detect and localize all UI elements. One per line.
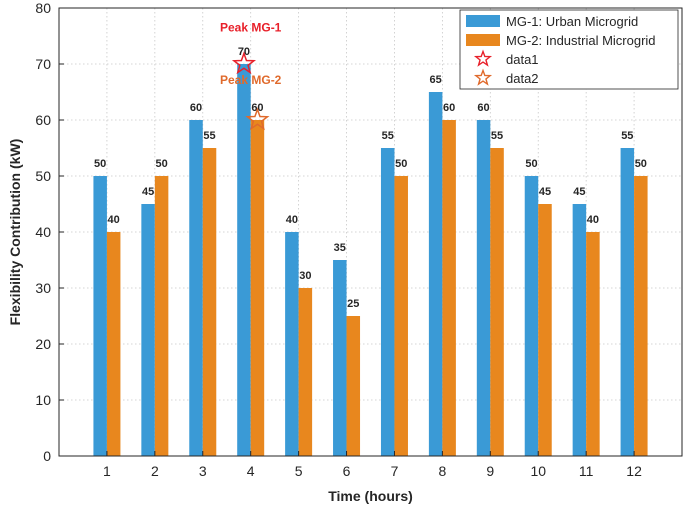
bar-series-2 — [346, 316, 361, 456]
x-tick-label: 2 — [151, 463, 159, 479]
bar-series-2 — [538, 204, 552, 456]
marker-layer — [231, 51, 270, 131]
y-tick-label: 10 — [35, 392, 51, 408]
bar-series-1 — [476, 120, 491, 456]
star-marker-data2 — [245, 107, 270, 131]
data-label-series-1: 55 — [382, 130, 394, 142]
data-label-series-1: 50 — [525, 158, 537, 170]
x-tick-label: 5 — [295, 463, 303, 479]
data-label-series-1: 60 — [190, 102, 202, 114]
x-tick-label: 4 — [247, 463, 255, 479]
data-label-series-2: 40 — [587, 214, 599, 226]
star-marker-data1 — [231, 51, 257, 75]
data-label-series-2: 50 — [395, 158, 407, 170]
bar-series-2 — [298, 288, 313, 456]
bar-series-1 — [189, 120, 203, 456]
legend-label-data1: data1 — [506, 52, 539, 67]
bar-layer — [93, 64, 648, 456]
data-label-series-1: 55 — [621, 130, 633, 142]
x-tick-label: 3 — [199, 463, 207, 479]
data-label-series-2: 55 — [203, 130, 215, 142]
data-label-series-1: 35 — [334, 242, 346, 254]
bar-series-1 — [380, 148, 395, 456]
y-tick-label: 0 — [43, 448, 51, 464]
peak-annotation: Peak MG-2 — [220, 73, 282, 87]
x-tick-label: 6 — [343, 463, 351, 479]
y-axis-label: Flexibility Contribution (kW) — [7, 139, 23, 326]
data-label-series-2: 50 — [635, 158, 647, 170]
data-label-series-1: 50 — [94, 158, 106, 170]
bar-series-1 — [428, 92, 443, 456]
bar-series-2 — [634, 176, 648, 456]
annotation-layer: Peak MG-1 Peak MG-2 — [220, 21, 282, 88]
bar-series-1 — [237, 64, 251, 456]
y-tick-label: 60 — [35, 112, 51, 128]
data-label-series-2: 30 — [299, 270, 311, 282]
data-label-layer: 5045607040355565605045554050556030255060… — [94, 46, 647, 310]
bar-series-2 — [490, 148, 504, 456]
bar-series-2 — [442, 120, 456, 456]
bar-series-1 — [620, 148, 635, 456]
bar-series-1 — [141, 204, 155, 456]
data-label-series-1: 65 — [430, 74, 442, 86]
y-tick-label: 40 — [35, 224, 51, 240]
legend-star-data2 — [473, 68, 493, 86]
data-label-series-2: 60 — [443, 102, 455, 114]
legend-swatch-series-1 — [466, 15, 500, 27]
bar-series-2 — [202, 148, 217, 456]
data-label-series-2: 50 — [155, 158, 167, 170]
x-tick-label: 12 — [626, 463, 642, 479]
data-label-series-2: 55 — [491, 130, 503, 142]
bar-series-2 — [106, 232, 121, 456]
y-tick-label: 80 — [35, 0, 51, 16]
y-tick-label: 30 — [35, 280, 51, 296]
bar-series-1 — [572, 204, 587, 456]
data-label-series-2: 25 — [347, 298, 359, 310]
x-tick-label: 7 — [391, 463, 399, 479]
bar-series-1 — [285, 232, 299, 456]
legend[interactable]: MG-1: Urban Microgrid MG-2: Industrial Mi… — [459, 9, 679, 90]
peak-annotation: Peak MG-1 — [220, 21, 282, 35]
bar-series-1 — [333, 260, 347, 456]
x-tick-label: 1 — [103, 463, 111, 479]
bar-series-2 — [586, 232, 600, 456]
y-tick-label: 70 — [35, 56, 51, 72]
data-label-series-1: 40 — [286, 214, 298, 226]
legend-label-data2: data2 — [506, 71, 539, 86]
legend-label-series-1: MG-1: Urban Microgrid — [506, 14, 638, 29]
data-label-series-1: 60 — [477, 102, 489, 114]
x-tick-label: 9 — [486, 463, 494, 479]
x-axis-label: Time (hours) — [328, 488, 413, 504]
y-tick-label: 20 — [35, 336, 51, 352]
x-tick-label: 11 — [579, 463, 594, 479]
bar-series-2 — [154, 176, 169, 456]
legend-label-series-2: MG-2: Industrial Microgrid — [506, 33, 656, 48]
bar-series-1 — [93, 176, 107, 456]
x-tick-label: 8 — [438, 463, 446, 479]
x-tick-label: 10 — [530, 463, 546, 479]
legend-star-data1 — [473, 49, 493, 67]
data-label-series-1: 45 — [573, 186, 585, 198]
data-label-series-2: 40 — [108, 214, 120, 226]
bar-series-2 — [250, 120, 265, 456]
data-label-series-1: 45 — [142, 186, 154, 198]
legend-swatch-series-2 — [466, 34, 500, 46]
y-tick-label: 50 — [35, 168, 51, 184]
data-label-series-2: 45 — [539, 186, 551, 198]
bar-series-1 — [524, 176, 539, 456]
bar-series-2 — [394, 176, 408, 456]
